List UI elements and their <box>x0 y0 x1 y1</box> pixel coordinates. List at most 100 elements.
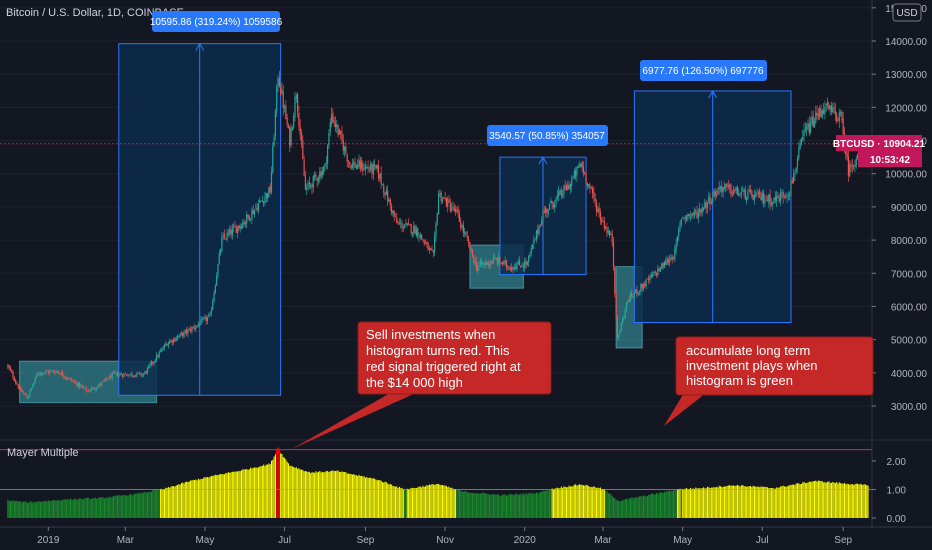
histogram-bar <box>231 471 233 518</box>
candle-body <box>856 155 859 159</box>
histogram-bar <box>720 486 722 518</box>
histogram-bar <box>834 483 836 518</box>
histogram-bar <box>30 501 32 518</box>
candle-body <box>205 317 207 322</box>
candle-body <box>95 388 98 390</box>
candle-body <box>372 164 374 175</box>
candle-body <box>397 222 399 223</box>
candle-body <box>762 192 765 203</box>
histogram-bar <box>378 480 380 518</box>
candle-body <box>218 253 220 264</box>
price-tag-label: BTCUSD · 10904.21 <box>833 139 926 150</box>
histogram-bar <box>770 487 772 518</box>
callout-2[interactable]: 3540.57 (50.85%) 354057 <box>487 125 608 146</box>
candle-body <box>257 203 260 211</box>
histogram-bar <box>11 500 13 518</box>
histogram-bar <box>443 485 445 518</box>
candle-body <box>487 261 489 266</box>
candle-body <box>52 370 55 373</box>
histogram-bar <box>41 501 43 518</box>
histogram-bar <box>751 486 753 518</box>
histogram-bar <box>325 471 327 518</box>
candle-body <box>276 86 278 111</box>
histogram-bar <box>742 485 744 518</box>
candle-body <box>504 261 506 262</box>
histogram-bar <box>449 488 451 518</box>
histogram-bar <box>422 485 424 518</box>
histogram-bar <box>769 487 771 518</box>
candle-body <box>345 146 347 154</box>
histogram-bar <box>7 499 9 518</box>
histogram-bar <box>329 471 331 518</box>
candle-body <box>50 370 52 372</box>
candle-body <box>828 105 830 110</box>
candle-body <box>413 226 415 233</box>
candle-body <box>451 208 453 212</box>
candle-body <box>735 187 737 191</box>
histogram-bar <box>358 474 360 518</box>
histogram-bar <box>177 484 179 518</box>
candle-body <box>561 194 564 196</box>
candle-body <box>302 140 304 159</box>
candle-body <box>680 219 682 224</box>
histogram-bar <box>120 495 122 518</box>
candle-body <box>509 268 511 270</box>
callout-3[interactable]: 6977.76 (126.50%) 697776 <box>640 60 767 81</box>
histogram-bar <box>256 467 258 518</box>
candle-body <box>548 204 551 210</box>
candle-body <box>99 384 102 386</box>
histogram-bar <box>105 497 107 518</box>
candle-body <box>845 150 847 155</box>
candle-body <box>799 143 801 150</box>
candle-body <box>652 274 654 277</box>
histogram-bar <box>626 498 628 518</box>
measure-arrowhead <box>195 42 205 51</box>
candle-body <box>483 263 485 265</box>
candle-body <box>744 190 746 200</box>
candle-body <box>812 116 814 128</box>
histogram-bar <box>602 488 604 518</box>
note-accumulate[interactable]: accumulate long term investment plays wh… <box>664 336 874 426</box>
candle-body <box>417 227 419 237</box>
candle-body <box>471 249 474 257</box>
histogram-bar <box>368 477 370 518</box>
candle-body <box>226 232 228 240</box>
candle-body <box>319 171 321 179</box>
histogram-bar <box>713 487 715 518</box>
currency-badge[interactable]: USD <box>892 3 922 22</box>
note-sell[interactable]: Sell investments when histogram turns re… <box>292 321 552 449</box>
candle-body <box>445 198 447 207</box>
histogram-bar <box>441 485 444 518</box>
histogram-bar <box>593 486 595 518</box>
candle-body <box>206 317 209 322</box>
histogram-bar <box>674 490 676 518</box>
histogram-bar <box>619 501 621 518</box>
candle-body <box>424 243 427 245</box>
candle-body <box>699 208 701 212</box>
candle-body <box>774 197 776 201</box>
candle-body <box>765 200 767 201</box>
histogram-bar <box>491 493 493 518</box>
candle-body <box>34 377 36 383</box>
histogram-bar <box>799 483 801 518</box>
candle-body <box>850 164 852 167</box>
histogram-bar <box>529 493 531 518</box>
histogram-bar <box>575 484 577 518</box>
candle-body <box>303 159 305 177</box>
histogram-bar <box>559 488 561 518</box>
callout-1[interactable]: 10595.86 (319.24%) 1059586 <box>150 11 283 32</box>
histogram-bar <box>588 486 590 518</box>
histogram-bar <box>486 493 488 518</box>
candle-body <box>495 258 497 260</box>
histogram-bar <box>320 472 322 518</box>
histogram-bar <box>522 493 524 518</box>
candle-body <box>282 91 284 108</box>
candle-body <box>727 185 729 187</box>
histogram-bar <box>32 502 34 518</box>
histogram-bar <box>157 489 159 518</box>
histogram-bar <box>482 492 484 518</box>
candle-body <box>112 372 115 374</box>
histogram-bar <box>703 487 705 518</box>
candle-body <box>25 393 27 397</box>
